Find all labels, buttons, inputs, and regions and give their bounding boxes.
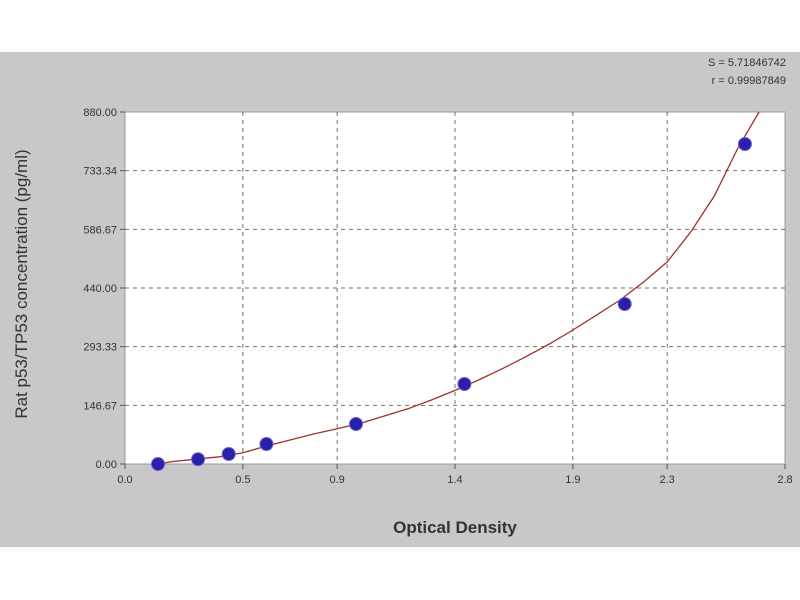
data-point bbox=[151, 457, 165, 471]
y-tick-label: 586.67 bbox=[83, 224, 117, 236]
y-tick-label: 440.00 bbox=[83, 283, 117, 295]
data-point bbox=[737, 137, 752, 151]
chart-panel: 0.0 0.5 0.9 1.4 1.9 2.3 2.8 0.00 146.67 293.33 44… bbox=[0, 52, 800, 547]
y-tick-label: 733.34 bbox=[83, 166, 117, 178]
fit-curve-group bbox=[157, 111, 760, 465]
y-axis-label: Rat p53/TP53 concentration (pg/ml) bbox=[12, 149, 31, 418]
x-tick-label: 2.8 bbox=[777, 474, 792, 486]
gridlines bbox=[120, 111, 786, 469]
x-tick-label: 0.0 bbox=[117, 474, 132, 486]
fit-curve bbox=[157, 111, 760, 465]
data-points bbox=[151, 137, 752, 471]
data-point bbox=[349, 417, 363, 431]
data-point bbox=[191, 452, 206, 467]
y-tick-label: 0.00 bbox=[96, 459, 117, 471]
data-point bbox=[221, 447, 236, 461]
x-axis-label: Optical Density bbox=[393, 518, 517, 537]
slope-stat: S = 5.71846742 bbox=[708, 57, 786, 69]
y-tick-labels: 0.00 146.67 293.33 440.00 586.67 733.34 880.00 bbox=[83, 107, 117, 471]
x-tick-label: 2.3 bbox=[659, 474, 674, 486]
y-tick-label: 146.67 bbox=[83, 400, 117, 412]
x-tick-label: 0.5 bbox=[235, 474, 250, 486]
y-tick-label: 880.00 bbox=[83, 107, 117, 119]
data-point bbox=[617, 297, 632, 311]
correlation-stat: r = 0.99987849 bbox=[712, 75, 786, 87]
y-tick-label: 293.33 bbox=[83, 342, 117, 354]
x-tick-label: 0.9 bbox=[329, 474, 344, 486]
data-point bbox=[457, 377, 472, 391]
x-tick-labels: 0.0 0.5 0.9 1.4 1.9 2.3 2.8 bbox=[117, 474, 792, 486]
x-tick-label: 1.9 bbox=[565, 474, 580, 486]
chart-svg: 0.0 0.5 0.9 1.4 1.9 2.3 2.8 0.00 146.67 293.33 44… bbox=[12, 57, 793, 537]
data-point bbox=[259, 437, 274, 451]
x-tick-label: 1.4 bbox=[447, 474, 462, 486]
